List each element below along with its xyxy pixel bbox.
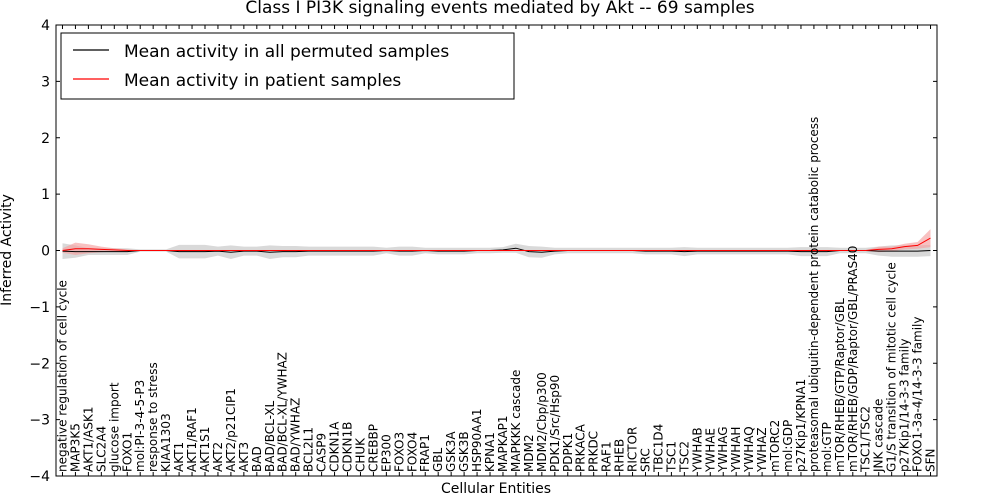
x-tick-label: AKT1S1 — [198, 427, 212, 472]
x-tick-label: TSC1 — [664, 441, 678, 473]
x-tick-label: mTOR/RHEB/GTP/Raptor/GBL — [833, 298, 847, 472]
x-tick-label: YWHAB — [690, 427, 704, 473]
x-tick-label: MDM2/Cbp/p300 — [535, 372, 549, 472]
x-tick-label: MAPKAP1 — [496, 415, 510, 472]
x-tick-label: mol:GDP — [781, 420, 795, 472]
y-tick-label: 4 — [41, 18, 50, 34]
x-tick-label: YWHAZ — [755, 427, 769, 473]
legend-label-patient: Mean activity in patient samples — [124, 71, 401, 91]
x-tick-label: AKT2 — [211, 442, 225, 472]
x-tick-label: BCL2L1 — [302, 427, 316, 472]
x-tick-label: negative regulation of cell cycle — [56, 280, 70, 472]
y-tick-label: 3 — [41, 74, 50, 90]
x-tick-label: CDKN1A — [328, 421, 342, 472]
x-tick-label: p27Kip1/14-3-3 family — [898, 339, 912, 472]
x-tick-label: AKT1/ASK1 — [81, 407, 95, 472]
y-tick-label: 1 — [41, 187, 50, 203]
x-tick-label: RHEB — [613, 439, 627, 472]
x-tick-label: RAF1 — [600, 441, 614, 472]
x-tick-label: mol:PI-3-4-5-P3 — [133, 380, 147, 472]
x-tick-label: MDM2 — [522, 434, 536, 472]
x-tick-label: FOXO3 — [392, 432, 406, 472]
y-tick-label: −2 — [29, 356, 50, 372]
x-tick-label: KPNA1 — [483, 432, 497, 472]
x-tick-label: YWHAQ — [742, 426, 756, 473]
x-tick-label: G1/S transition of mitotic cell cycle — [885, 262, 899, 472]
x-tick-label: CREBBP — [366, 424, 380, 472]
y-tick-label: 0 — [41, 244, 50, 260]
chart-title: Class I PI3K signaling events mediated b… — [245, 0, 754, 18]
x-tick-label: p27Kip1/KPNA1 — [794, 379, 808, 472]
x-tick-label: mTOR/RHEB/GDP/Raptor/GBL/PRAS40 — [846, 246, 860, 472]
x-tick-label: KIAA1303 — [159, 413, 173, 472]
x-tick-label: HSP90AA1 — [470, 408, 484, 472]
x-tick-label: AKT1 — [172, 442, 186, 472]
x-tick-label: GBL — [431, 447, 445, 472]
x-tick-label: response to stress — [146, 362, 160, 472]
y-tick-label: −4 — [29, 469, 50, 485]
x-tick-label: MAP3K5 — [68, 423, 82, 472]
x-tick-label: FOXO1 — [120, 432, 134, 472]
x-tick-label: TBC1D4 — [651, 424, 665, 473]
x-tick-label: AKT3 — [237, 442, 251, 472]
legend: Mean activity in all permuted samples Me… — [60, 32, 515, 100]
series-lines — [62, 237, 931, 253]
x-tick-label: CDKN1B — [341, 422, 355, 472]
y-tick-label: −1 — [29, 300, 50, 316]
x-tick-label: glucose import — [107, 382, 121, 472]
x-tick-label: SFN — [924, 449, 938, 473]
x-tick-label: FOXO4 — [405, 432, 419, 472]
x-tick-label: FRAP1 — [418, 434, 432, 472]
x-tick-label: EP300 — [379, 434, 393, 472]
series-band-0 — [62, 243, 931, 259]
x-tick-label: PRKDC — [587, 431, 601, 472]
x-tick-label: RICTOR — [626, 427, 640, 472]
x-tick-label: CASP9 — [315, 433, 329, 472]
x-tick-label: SLC2A4 — [94, 426, 108, 472]
x-tick-label: TSC1/TSC2 — [859, 406, 873, 473]
legend-label-permuted: Mean activity in all permuted samples — [124, 42, 449, 62]
x-tick-label: FOXO1-3a-4/14-3-3 family — [911, 317, 925, 473]
x-tick-label: YWHAH — [729, 427, 743, 473]
series-line-1 — [62, 237, 931, 251]
x-axis-label: Cellular Entities — [441, 481, 551, 497]
x-tick-label: PRKACA — [574, 423, 588, 472]
y-tick-label: 2 — [41, 131, 50, 147]
x-tick-label: MAPKKK cascade — [509, 370, 523, 472]
x-tick-label: BAD/YWHAZ — [289, 398, 303, 472]
x-tick-label: AKT1/RAF1 — [185, 407, 199, 472]
x-tick-label: GSK3B — [457, 431, 471, 472]
confidence-bands — [62, 229, 931, 259]
x-tick-label: JNK cascade — [872, 399, 886, 473]
x-tick-label: AKT2/p21CIP1 — [224, 388, 238, 472]
x-tick-label: BAD/BCL-XL/YWHAZ — [276, 352, 290, 472]
x-tick-label: BAD/BCL-XL — [263, 400, 277, 472]
axis-ticks: 4 3 2 1 0 −1 −2 −3 −4 — [29, 18, 937, 485]
x-tick-label: mol:GTP — [820, 422, 834, 472]
y-axis-label: Inferred Activity — [0, 194, 15, 306]
x-tick-label: YWHAG — [716, 426, 730, 473]
x-tick-label: mTORC2 — [768, 420, 782, 472]
x-tick-label: CHUK — [354, 437, 368, 472]
legend-box — [60, 32, 515, 100]
x-tick-label: GSK3A — [444, 431, 458, 472]
x-tick-label: TSC2 — [677, 441, 691, 473]
x-tick-label: YWHAE — [703, 428, 717, 473]
x-tick-label: proteasomal ubiquitin-dependent protein … — [807, 117, 821, 472]
x-tick-label: PDPK1 — [561, 433, 575, 472]
x-tick-label: BAD — [250, 446, 264, 472]
x-tick-label: SRC — [639, 448, 653, 472]
y-tick-label: −3 — [29, 413, 50, 429]
x-tick-label: PDK1/Src/Hsp90 — [548, 375, 562, 472]
plot-frame — [55, 24, 938, 477]
